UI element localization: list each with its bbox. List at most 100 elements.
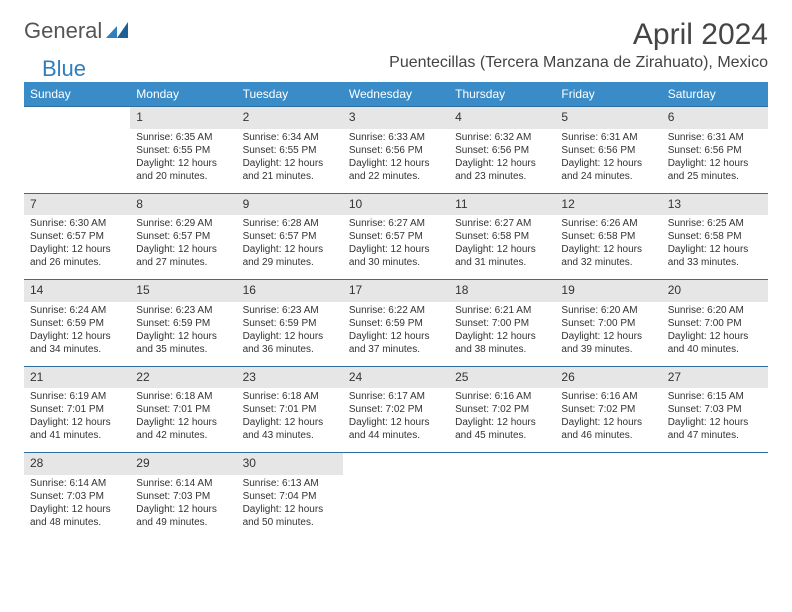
day-content-cell: Sunrise: 6:27 AMSunset: 6:58 PMDaylight:… xyxy=(449,215,555,280)
sunrise-text: Sunrise: 6:35 AM xyxy=(136,131,230,144)
day-number-cell xyxy=(343,453,449,475)
sunset-text: Sunset: 6:56 PM xyxy=(455,144,549,157)
day-number-cell: 27 xyxy=(662,366,768,388)
sunset-text: Sunset: 7:03 PM xyxy=(30,490,124,503)
sunrise-text: Sunrise: 6:20 AM xyxy=(668,304,762,317)
daylight-text-1: Daylight: 12 hours xyxy=(243,503,337,516)
daylight-text-1: Daylight: 12 hours xyxy=(668,157,762,170)
sunset-text: Sunset: 6:57 PM xyxy=(136,230,230,243)
logo-line2: Blue xyxy=(24,56,86,82)
day-content-cell xyxy=(343,475,449,539)
day-content-cell: Sunrise: 6:16 AMSunset: 7:02 PMDaylight:… xyxy=(449,388,555,453)
sunrise-text: Sunrise: 6:14 AM xyxy=(30,477,124,490)
day-content-cell: Sunrise: 6:23 AMSunset: 6:59 PMDaylight:… xyxy=(130,302,236,367)
logo-text-1: General xyxy=(24,18,102,44)
calendar-table: Sunday Monday Tuesday Wednesday Thursday… xyxy=(24,82,768,539)
sunrise-text: Sunrise: 6:18 AM xyxy=(243,390,337,403)
day-content-row: Sunrise: 6:19 AMSunset: 7:01 PMDaylight:… xyxy=(24,388,768,453)
sunrise-text: Sunrise: 6:20 AM xyxy=(561,304,655,317)
weekday-header: Thursday xyxy=(449,82,555,107)
day-number-row: 78910111213 xyxy=(24,193,768,215)
day-content-cell: Sunrise: 6:24 AMSunset: 6:59 PMDaylight:… xyxy=(24,302,130,367)
day-content-cell: Sunrise: 6:25 AMSunset: 6:58 PMDaylight:… xyxy=(662,215,768,280)
day-content-cell: Sunrise: 6:18 AMSunset: 7:01 PMDaylight:… xyxy=(130,388,236,453)
day-number-cell: 6 xyxy=(662,107,768,129)
sunset-text: Sunset: 7:01 PM xyxy=(30,403,124,416)
weekday-header-row: Sunday Monday Tuesday Wednesday Thursday… xyxy=(24,82,768,107)
sunrise-text: Sunrise: 6:19 AM xyxy=(30,390,124,403)
sunrise-text: Sunrise: 6:21 AM xyxy=(455,304,549,317)
day-content-cell: Sunrise: 6:16 AMSunset: 7:02 PMDaylight:… xyxy=(555,388,661,453)
day-content-cell: Sunrise: 6:34 AMSunset: 6:55 PMDaylight:… xyxy=(237,129,343,194)
day-number-cell: 26 xyxy=(555,366,661,388)
daylight-text-2: and 29 minutes. xyxy=(243,256,337,269)
weekday-header: Tuesday xyxy=(237,82,343,107)
daylight-text-1: Daylight: 12 hours xyxy=(455,243,549,256)
weekday-header: Friday xyxy=(555,82,661,107)
daylight-text-2: and 33 minutes. xyxy=(668,256,762,269)
sunrise-text: Sunrise: 6:33 AM xyxy=(349,131,443,144)
daylight-text-2: and 35 minutes. xyxy=(136,343,230,356)
day-number-cell: 5 xyxy=(555,107,661,129)
weekday-header: Wednesday xyxy=(343,82,449,107)
daylight-text-2: and 20 minutes. xyxy=(136,170,230,183)
day-content-cell xyxy=(449,475,555,539)
day-content-row: Sunrise: 6:24 AM Sunset: 6:59 PM Daylight:… xyxy=(24,302,768,367)
daylight-text-1: Daylight: 12 hours xyxy=(136,416,230,429)
day-content-cell xyxy=(555,475,661,539)
sunrise-text: Sunrise: 6:13 AM xyxy=(243,477,337,490)
daylight-text-1: Daylight: 12 hours xyxy=(243,157,337,170)
daylight-text-2: and 40 minutes. xyxy=(668,343,762,356)
day-content-cell: Sunrise: 6:32 AMSunset: 6:56 PMDaylight:… xyxy=(449,129,555,194)
daylight-text-2: and 36 minutes. xyxy=(243,343,337,356)
day-content-cell: Sunrise: 6:21 AMSunset: 7:00 PMDaylight:… xyxy=(449,302,555,367)
weekday-header: Monday xyxy=(130,82,236,107)
day-content-cell: Sunrise: 6:29 AMSunset: 6:57 PMDaylight:… xyxy=(130,215,236,280)
day-number-cell: 25 xyxy=(449,366,555,388)
day-number-cell: 3 xyxy=(343,107,449,129)
day-number-row: 123456 xyxy=(24,107,768,129)
location-subtitle: Puentecillas (Tercera Manzana de Zirahua… xyxy=(389,54,768,72)
daylight-text-2: and 41 minutes. xyxy=(30,429,124,442)
day-number-cell: 8 xyxy=(130,193,236,215)
sunrise-text: Sunrise: 6:24 AM xyxy=(30,304,124,317)
page-title: April 2024 xyxy=(633,18,768,52)
daylight-text-1: Daylight: 12 hours xyxy=(349,243,443,256)
day-number-cell: 17 xyxy=(343,280,449,302)
day-content-cell: Sunrise: 6:20 AMSunset: 7:00 PMDaylight:… xyxy=(662,302,768,367)
sunset-text: Sunset: 7:02 PM xyxy=(455,403,549,416)
sunrise-text: Sunrise: 6:29 AM xyxy=(136,217,230,230)
sunrise-text: Sunrise: 6:17 AM xyxy=(349,390,443,403)
daylight-text-2: and 23 minutes. xyxy=(455,170,549,183)
sunset-text: Sunset: 7:01 PM xyxy=(243,403,337,416)
day-number-cell: 21 xyxy=(24,366,130,388)
day-content-row: Sunrise: 6:30 AMSunset: 6:57 PMDaylight:… xyxy=(24,215,768,280)
day-number-cell: 14 xyxy=(24,280,130,302)
sunrise-text: Sunrise: 6:31 AM xyxy=(561,131,655,144)
day-number-cell: 2 xyxy=(237,107,343,129)
day-content-cell: Sunrise: 6:17 AMSunset: 7:02 PMDaylight:… xyxy=(343,388,449,453)
daylight-text-1: Daylight: 12 hours xyxy=(30,503,124,516)
sunrise-text: Sunrise: 6:27 AM xyxy=(455,217,549,230)
day-content-cell: Sunrise: 6:14 AMSunset: 7:03 PMDaylight:… xyxy=(130,475,236,539)
logo-icon xyxy=(106,18,128,44)
daylight-text-2: and 31 minutes. xyxy=(455,256,549,269)
day-content-cell: Sunrise: 6:15 AMSunset: 7:03 PMDaylight:… xyxy=(662,388,768,453)
daylight-text-2: and 47 minutes. xyxy=(668,429,762,442)
sunrise-text: Sunrise: 6:31 AM xyxy=(668,131,762,144)
day-number-cell xyxy=(449,453,555,475)
sunset-text: Sunset: 6:59 PM xyxy=(136,317,230,330)
daylight-text-2: and 26 minutes. xyxy=(30,256,124,269)
day-number-cell: 19 xyxy=(555,280,661,302)
daylight-text-2: and 42 minutes. xyxy=(136,429,230,442)
day-number-cell: 1 xyxy=(130,107,236,129)
daylight-text-2: and 27 minutes. xyxy=(136,256,230,269)
day-number-row: 14151617181920 xyxy=(24,280,768,302)
daylight-text-1: Daylight: 12 hours xyxy=(668,243,762,256)
daylight-text-1: Daylight: 12 hours xyxy=(561,330,655,343)
day-number-cell: 12 xyxy=(555,193,661,215)
sunrise-text: Sunrise: 6:32 AM xyxy=(455,131,549,144)
sunset-text: Sunset: 6:58 PM xyxy=(455,230,549,243)
day-number-cell xyxy=(555,453,661,475)
sunrise-text: Sunrise: 6:16 AM xyxy=(561,390,655,403)
